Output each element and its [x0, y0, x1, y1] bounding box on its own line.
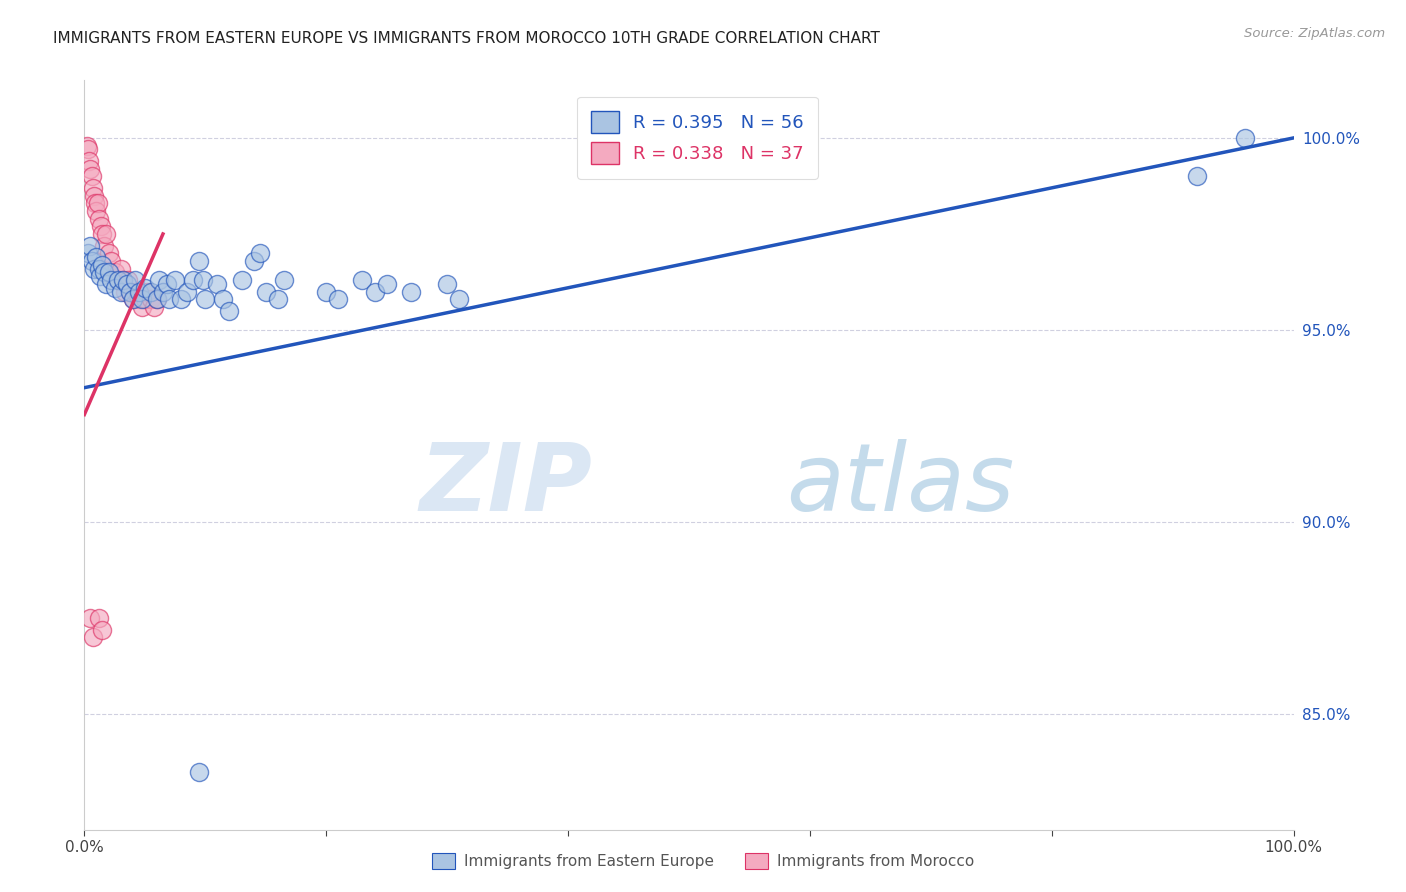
Point: [86, 196, 108, 211]
Point: [1234, 131, 1257, 145]
Point: [115, 277, 138, 291]
Point: [97, 265, 120, 279]
Point: [87, 211, 110, 226]
Point: [79, 238, 101, 252]
Point: [188, 253, 211, 268]
Point: [124, 285, 146, 299]
Point: [207, 277, 229, 291]
Point: [273, 273, 295, 287]
Point: [79, 161, 101, 176]
Point: [124, 273, 146, 287]
Point: [76, 138, 98, 153]
Point: [121, 293, 143, 307]
Point: [83, 261, 105, 276]
Point: [1185, 169, 1208, 184]
Point: [86, 203, 108, 218]
Point: [131, 300, 153, 314]
Point: [188, 764, 211, 779]
Point: [121, 293, 143, 307]
Point: [97, 246, 120, 260]
Point: [82, 631, 104, 645]
Point: [80, 169, 103, 184]
Point: [90, 219, 112, 234]
Point: [107, 273, 129, 287]
Point: [93, 265, 115, 279]
Point: [249, 246, 271, 260]
Point: [375, 277, 398, 291]
Point: [231, 273, 253, 287]
Point: [315, 285, 337, 299]
Point: [84, 196, 107, 211]
Point: [157, 293, 180, 307]
Point: [77, 153, 100, 168]
Point: [146, 293, 169, 307]
Point: [143, 300, 166, 314]
Point: [77, 143, 100, 157]
Point: [170, 293, 193, 307]
Point: [112, 273, 135, 287]
Point: [146, 293, 169, 307]
Point: [82, 181, 104, 195]
Point: [87, 261, 110, 276]
Point: [449, 293, 471, 307]
Point: [155, 277, 177, 291]
Point: [134, 281, 156, 295]
Text: Source: ZipAtlas.com: Source: ZipAtlas.com: [1244, 27, 1385, 40]
Point: [107, 273, 129, 287]
Point: [104, 265, 127, 279]
Point: [128, 293, 150, 307]
Point: [139, 285, 162, 299]
Point: [242, 253, 264, 268]
Point: [80, 253, 103, 268]
Point: [139, 293, 162, 307]
Point: [328, 293, 350, 307]
Point: [77, 246, 100, 260]
Point: [436, 277, 458, 291]
Text: atlas: atlas: [786, 440, 1014, 531]
Point: [110, 261, 132, 276]
Point: [267, 293, 290, 307]
Point: [94, 277, 117, 291]
Point: [165, 273, 187, 287]
Point: [148, 273, 170, 287]
Point: [89, 269, 111, 284]
Point: [79, 611, 101, 625]
Point: [91, 258, 114, 272]
Point: [352, 273, 374, 287]
Point: [194, 293, 217, 307]
Legend: Immigrants from Eastern Europe, Immigrants from Morocco: Immigrants from Eastern Europe, Immigran…: [426, 847, 980, 875]
Point: [136, 285, 159, 299]
Point: [128, 285, 150, 299]
Point: [117, 273, 139, 287]
Point: [131, 293, 153, 307]
Point: [91, 227, 114, 241]
Point: [134, 293, 156, 307]
Point: [176, 285, 198, 299]
Point: [218, 303, 240, 318]
Point: [100, 273, 122, 287]
Point: [120, 285, 142, 299]
Text: IMMIGRANTS FROM EASTERN EUROPE VS IMMIGRANTS FROM MOROCCO 10TH GRADE CORRELATION: IMMIGRANTS FROM EASTERN EUROPE VS IMMIGR…: [53, 31, 880, 46]
Point: [152, 285, 174, 299]
Point: [110, 285, 132, 299]
Point: [120, 285, 142, 299]
Point: [112, 273, 135, 287]
Point: [94, 227, 117, 241]
Point: [181, 273, 204, 287]
Point: [93, 238, 115, 252]
Point: [86, 250, 108, 264]
Legend: R = 0.395   N = 56, R = 0.338   N = 37: R = 0.395 N = 56, R = 0.338 N = 37: [576, 97, 818, 178]
Point: [212, 293, 235, 307]
Point: [114, 285, 136, 299]
Point: [191, 273, 214, 287]
Point: [363, 285, 385, 299]
Point: [91, 623, 114, 637]
Point: [399, 285, 422, 299]
Point: [254, 285, 277, 299]
Point: [104, 281, 127, 295]
Text: ZIP: ZIP: [419, 439, 592, 531]
Point: [87, 611, 110, 625]
Point: [100, 253, 122, 268]
Point: [83, 188, 105, 202]
